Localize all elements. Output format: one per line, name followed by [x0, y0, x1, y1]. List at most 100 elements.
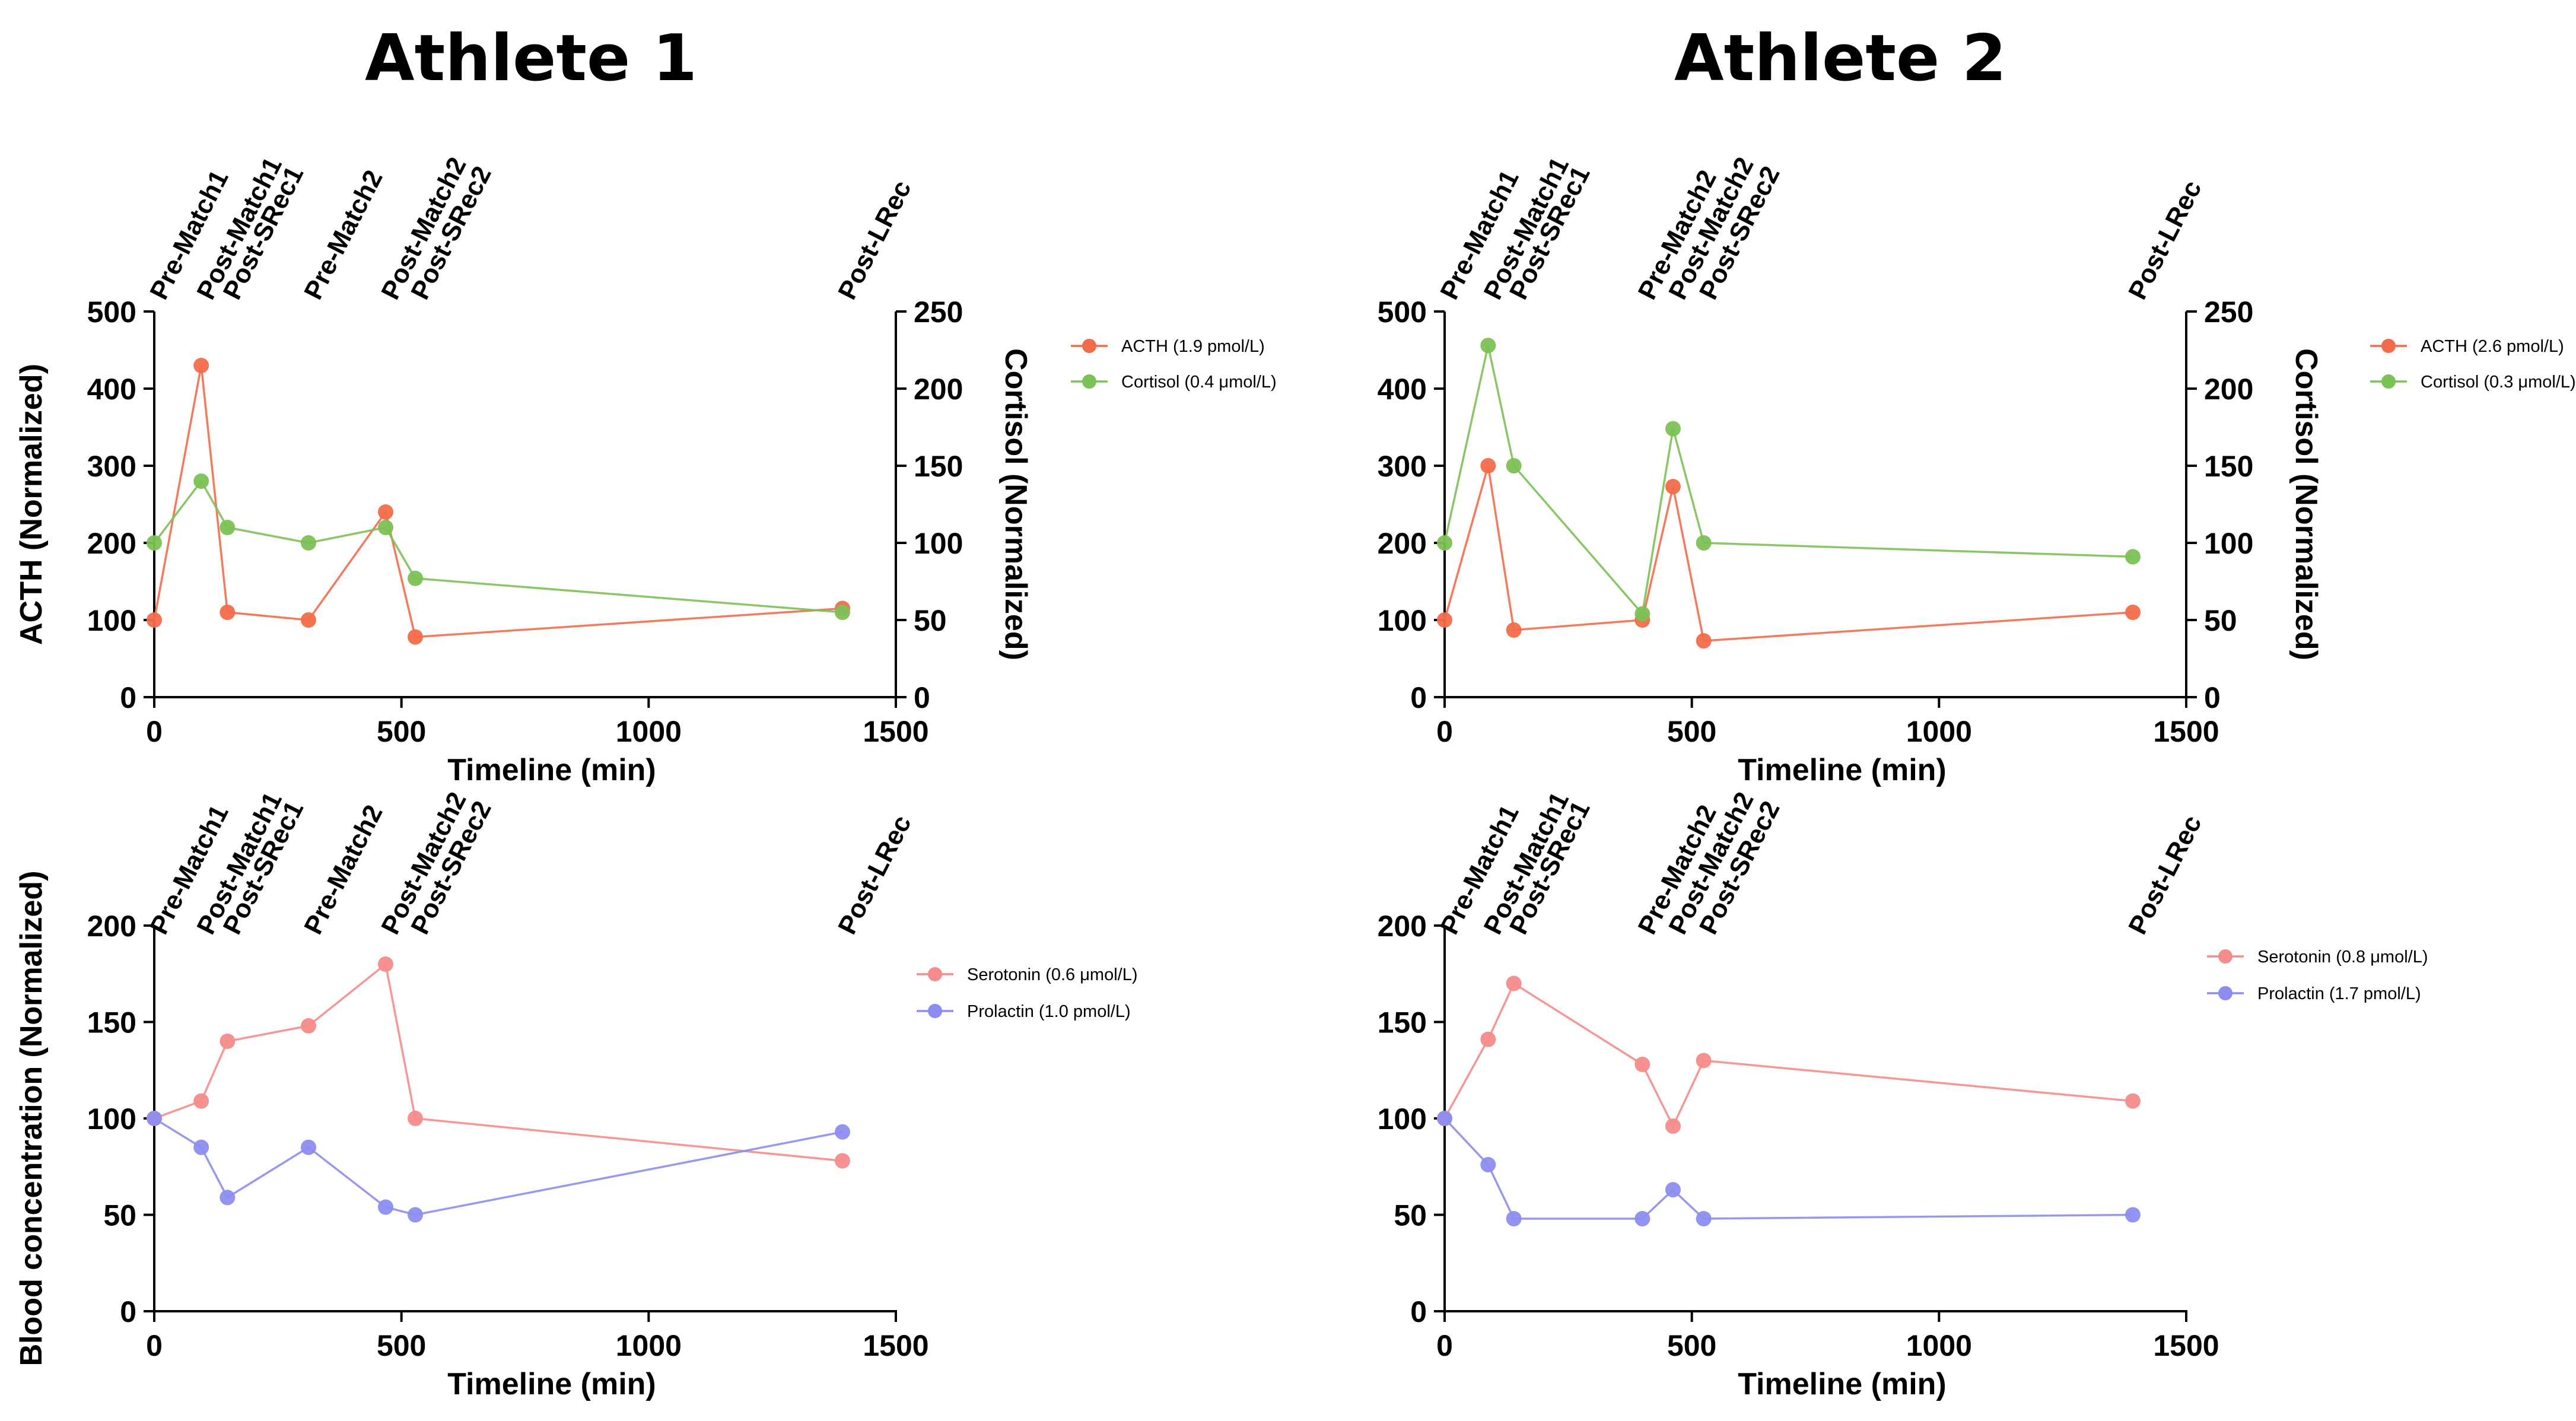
a1-c2-serotonin-line	[154, 962, 843, 1162]
a2-c2-y-tick-label: 150	[1378, 1006, 1427, 1039]
a1-c2-prolactin-line	[154, 1117, 843, 1216]
a2-c2-prolactin-point	[1437, 1111, 1452, 1126]
a2-c2-x-tick-label: 500	[1667, 1329, 1716, 1362]
a1-c1-x-axis-title: Timeline (min)	[447, 753, 656, 787]
a1-c1-acth-point	[220, 605, 236, 620]
a1-c1-y-tick-label: 300	[87, 450, 136, 483]
a2-c2-y-tick-label: 50	[1394, 1199, 1427, 1232]
a2-c1-legend-acth: ACTH (2.6 pmol/L)	[2370, 337, 2564, 356]
a2-c1-legend-cortisol-marker	[2381, 374, 2396, 389]
a1-c1-acth-point	[378, 504, 393, 520]
a2-c1-x-tick-label: 1000	[1906, 715, 1972, 748]
a1-c1-cortisol-line	[153, 479, 843, 613]
a2-c2-legend-prolactin-marker	[2218, 986, 2232, 1000]
a2-c2-prolactin-point	[1634, 1211, 1650, 1226]
a1-c2-serotonin-point	[835, 1153, 850, 1169]
a2-c1-y-tick-label: 300	[1378, 450, 1427, 483]
a1-c1-y-tick-label: 100	[87, 604, 136, 637]
a1-c1-x-tick-label: 0	[146, 715, 163, 748]
a1-c1-y-axis-title: ACTH (Normalized)	[14, 364, 49, 645]
a1-c1-y2-tick-label: 50	[914, 604, 947, 637]
a2-c2-prolactin-point	[1665, 1182, 1681, 1198]
a1-c2-serotonin-point	[408, 1111, 423, 1126]
a1-c2-x-tick-label: 500	[377, 1329, 426, 1362]
a2-c1-acth-point	[1480, 458, 1496, 473]
a1-c1-legend-cortisol: Cortisol (0.4 μmol/L)	[1071, 373, 1277, 392]
a1-c1-x-tick-label: 500	[377, 715, 426, 748]
a2-c2-legend-serotonin-label: Serotonin (0.8 μmol/L)	[2257, 948, 2428, 967]
a2-c2-prolactin-point	[1696, 1211, 1712, 1226]
a1-c1-acth-line	[153, 365, 843, 638]
a1-c1-y-tick-label: 400	[87, 373, 136, 406]
a1-c2-legend-serotonin-label: Serotonin (0.6 μmol/L)	[967, 965, 1138, 984]
a2-c2-y-axis-title: Blood concentration (Normalized)	[14, 871, 49, 1366]
a2-c2-prolactin-point	[1506, 1211, 1522, 1226]
a2-c1-y-tick-label: 500	[1378, 295, 1427, 329]
a2-c2-y-tick-label: 100	[1378, 1102, 1427, 1136]
a2-c2-legend-prolactin: Prolactin (1.7 pmol/L)	[2207, 984, 2421, 1003]
a2-c1-cortisol-point	[2125, 549, 2141, 565]
a1-c1-chart: 0 500 1000 15000100200300400500050100150200…	[14, 152, 1277, 787]
a1-c1-y2-tick-label: 0	[914, 681, 930, 714]
a1-c1-cortisol-point	[147, 535, 162, 551]
a2-c2-serotonin-point	[1665, 1118, 1681, 1134]
a2-c2-event-label: Post-LRec	[2123, 810, 2207, 939]
a1-c2-prolactin-point	[378, 1199, 393, 1215]
a1-c1-legend-acth: ACTH (1.9 pmol/L)	[1071, 337, 1265, 356]
a2-c2-serotonin-point	[1696, 1053, 1712, 1069]
a2-c1-y2-axis-title: Cortisol (Normalized)	[2289, 348, 2323, 660]
a1-c2-legend-serotonin: Serotonin (0.6 μmol/L)	[917, 965, 1138, 984]
a2-c1-y2-tick-label: 50	[2204, 604, 2237, 637]
a2-c2-legend-prolactin-label: Prolactin (1.7 pmol/L)	[2257, 984, 2421, 1003]
a1-c2-x-tick-label: 0	[146, 1329, 163, 1362]
a2-c1-acth-point	[1506, 622, 1522, 638]
a1-c2-x-tick-label: 1000	[616, 1329, 682, 1362]
a1-c1-legend-cortisol-label: Cortisol (0.4 μmol/L)	[1121, 373, 1277, 392]
a2-c1-legend-cortisol: Cortisol (0.3 μmol/L)	[2370, 373, 2576, 392]
a1-c2-serotonin-point	[378, 956, 393, 972]
athlete-2-title: Athlete 2	[1674, 21, 2006, 96]
a1-c1-y2-tick-label: 200	[914, 373, 963, 406]
a2-c1-y2-tick-label: 0	[2204, 681, 2221, 714]
a1-c2-prolactin-point	[147, 1111, 162, 1126]
a2-c1-y-tick-label: 200	[1378, 527, 1427, 560]
a2-c1-cortisol-point	[1665, 421, 1681, 437]
a1-c2-serotonin-point	[220, 1034, 236, 1049]
a2-c1-legend-acth-label: ACTH (2.6 pmol/L)	[2421, 337, 2564, 356]
a2-c2-serotonin-line	[1443, 981, 2133, 1129]
a1-c1-cortisol-point	[301, 535, 316, 551]
a2-c1-x-tick-label: 1500	[2153, 715, 2219, 748]
a1-c1-y-tick-label: 500	[87, 295, 136, 329]
a2-c2-legend-serotonin: Serotonin (0.8 μmol/L)	[2207, 948, 2428, 967]
a2-c1-y-tick-label: 400	[1378, 373, 1427, 406]
a1-c2-x-axis-title: Timeline (min)	[447, 1367, 656, 1401]
a2-c2-x-tick-label: 0	[1436, 1329, 1453, 1362]
a1-c1-cortisol-point	[408, 570, 423, 586]
a2-c1-cortisol-line	[1443, 345, 2133, 616]
a1-c1-x-tick-label: 1000	[616, 715, 682, 748]
a1-c2-prolactin-point	[835, 1124, 850, 1140]
a2-c2-prolactin-point	[2125, 1207, 2141, 1223]
a1-c1-y2-tick-label: 250	[914, 295, 963, 329]
a2-c2-serotonin-point	[1634, 1057, 1650, 1072]
a1-c2-prolactin-point	[301, 1139, 316, 1155]
a1-c2-event-label: Pre-Match2	[298, 800, 388, 939]
a2-c1-legend-acth-marker	[2381, 339, 2396, 353]
a1-c1-acth-point	[301, 612, 316, 628]
a1-c2-y-tick-label: 100	[87, 1102, 136, 1136]
a1-c2-y-tick-label: 150	[87, 1006, 136, 1039]
a2-c2-x-axis-title: Timeline (min)	[1738, 1367, 1947, 1401]
a2-c1-event-label: Post-LRec	[2123, 176, 2207, 304]
a1-c2-chart: 0 500 1000 1500 0 50 100 150 200 Timeline (min) Bl…	[14, 787, 1138, 1401]
athlete-1-title: Athlete 1	[365, 21, 697, 96]
a2-c1-cortisol-point	[1480, 338, 1496, 354]
a1-c2-y-axis-title: Blood concentration (Normalized)	[14, 871, 49, 1366]
a2-c1-y2-tick-label: 200	[2204, 373, 2253, 406]
a1-c2-event-label: Post-LRec	[832, 810, 917, 939]
a2-c1-cortisol-point	[1506, 458, 1522, 473]
a1-c1-acth-point	[147, 612, 162, 628]
a2-c2-serotonin-point	[1506, 975, 1522, 991]
a1-c1-x-tick-label: 1500	[863, 715, 928, 748]
